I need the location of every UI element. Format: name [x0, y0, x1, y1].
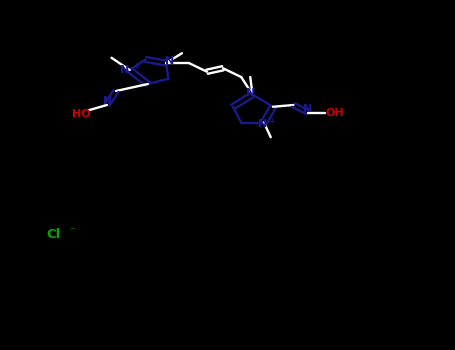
- Text: N: N: [121, 65, 130, 75]
- Text: +: +: [268, 117, 276, 126]
- Text: ⁻: ⁻: [69, 227, 75, 237]
- Text: N: N: [103, 97, 112, 106]
- Text: OH: OH: [325, 108, 344, 118]
- Text: N: N: [258, 119, 267, 129]
- Text: Cl: Cl: [46, 228, 61, 241]
- Text: N: N: [303, 104, 312, 114]
- Text: N: N: [165, 56, 174, 66]
- Text: +: +: [132, 62, 140, 71]
- Text: HO: HO: [72, 109, 91, 119]
- Text: N: N: [246, 88, 255, 98]
